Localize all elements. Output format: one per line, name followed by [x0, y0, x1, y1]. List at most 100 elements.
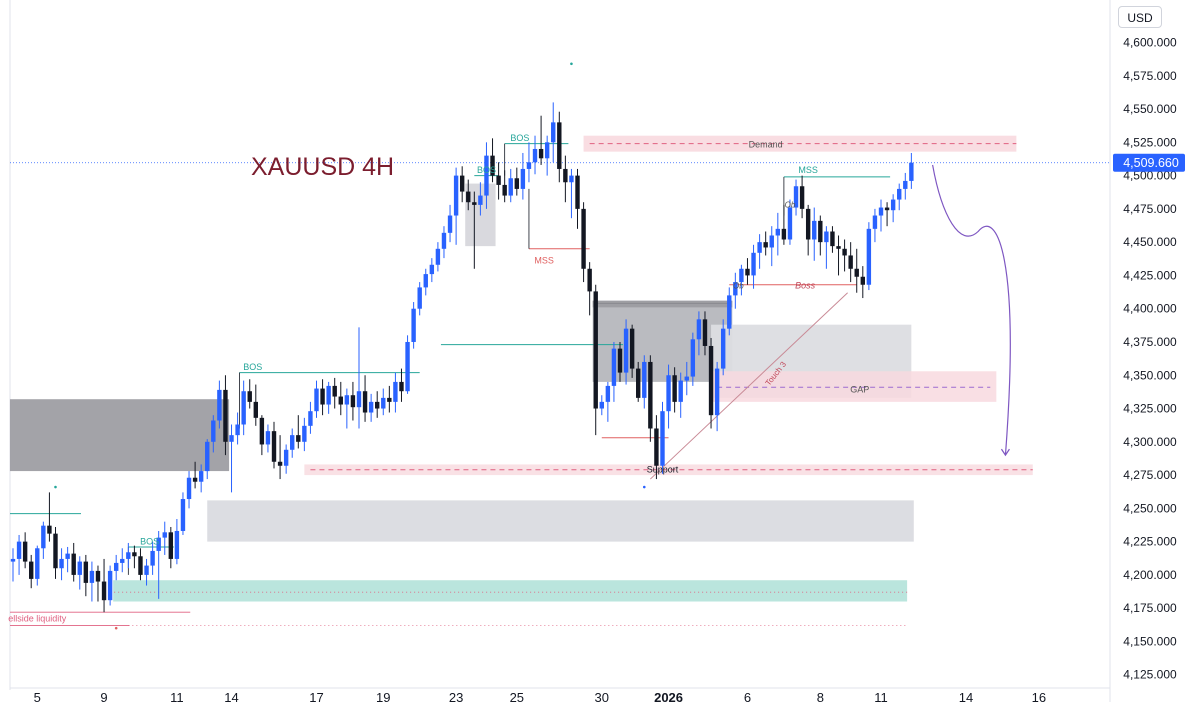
candle-body — [605, 385, 611, 402]
candle-body — [812, 220, 817, 240]
candle-26 — [168, 526, 174, 569]
candle-84 — [520, 152, 526, 200]
candle-128 — [787, 199, 793, 245]
support-zone-pink — [304, 464, 1033, 476]
candle-90 — [557, 111, 562, 183]
candle-body — [478, 195, 483, 205]
candle-15 — [101, 558, 107, 613]
candle-63 — [393, 372, 398, 413]
x-tick-label: 19 — [376, 690, 390, 702]
candle-6 — [47, 492, 52, 542]
candle-body — [405, 341, 410, 392]
candle-139 — [854, 248, 859, 293]
candle-12 — [83, 554, 89, 597]
y-tick-label: 4,225.000 — [1123, 535, 1177, 549]
candle-body — [89, 570, 95, 583]
candle-body — [502, 184, 507, 196]
x-tick-label: 9 — [100, 690, 107, 702]
candle-38 — [241, 380, 246, 436]
annotation-demand: Demand — [749, 140, 783, 150]
candle-120 — [739, 264, 744, 296]
candle-122 — [751, 244, 756, 289]
candle-body — [830, 231, 835, 247]
candle-11 — [77, 556, 82, 590]
candle-95 — [587, 262, 592, 316]
candle-46 — [290, 428, 295, 458]
candle-102 — [629, 324, 635, 378]
candle-29 — [186, 471, 192, 509]
candle-147 — [903, 172, 908, 200]
swing-dot-3 — [642, 485, 646, 489]
candle-96 — [593, 284, 598, 436]
candle-body — [95, 570, 101, 582]
candle-101 — [623, 319, 629, 385]
x-axis[interactable]: 5 9 11 14 17 19 23 25 30 2026 6 8 11 14 16 — [34, 690, 1046, 702]
candle-105 — [648, 355, 653, 442]
candle-body — [672, 375, 677, 402]
candle-100 — [617, 341, 623, 382]
candle-50 — [314, 380, 319, 418]
candle-body — [59, 558, 64, 569]
x-tick-label: 16 — [1032, 690, 1046, 702]
candle-31 — [198, 464, 204, 493]
candle-110 — [678, 372, 683, 418]
candle-body — [496, 175, 501, 185]
candle-body — [538, 148, 544, 159]
candle-body — [381, 397, 386, 409]
candle-body — [532, 148, 538, 163]
candle-body — [308, 411, 313, 426]
candle-2 — [22, 532, 28, 569]
candle-body — [557, 122, 562, 169]
candle-66 — [411, 302, 416, 349]
candle-109 — [672, 367, 677, 413]
candle-body — [514, 178, 520, 189]
candle-76 — [472, 191, 477, 269]
x-tick-label: 17 — [309, 690, 323, 702]
annotation-mss-2: MSS — [798, 165, 818, 175]
currency-button[interactable]: USD — [1118, 6, 1162, 28]
candle-body — [290, 435, 295, 450]
candle-67 — [417, 282, 422, 316]
annotation-ob-1: Ob — [733, 282, 744, 291]
candle-92 — [569, 168, 574, 219]
candle-body — [459, 175, 465, 192]
candle-body — [241, 391, 246, 425]
y-axis[interactable]: 4,600.000 4,575.000 4,550.000 4,525.000 4,50… — [1113, 36, 1185, 682]
candle-7 — [53, 526, 58, 579]
y-tick-label: 4,150.000 — [1123, 634, 1177, 648]
candle-body — [326, 385, 331, 405]
candle-134 — [824, 226, 829, 269]
candle-body — [368, 401, 374, 413]
candle-127 — [781, 204, 787, 245]
candle-body — [441, 232, 447, 249]
candle-148 — [909, 152, 914, 189]
candle-body — [180, 499, 186, 531]
candle-118 — [727, 287, 732, 336]
candle-138 — [848, 242, 853, 283]
candle-body — [35, 548, 40, 579]
last-price-label: 4,509.660 — [1123, 156, 1179, 170]
candle-body — [739, 268, 744, 283]
candle-62 — [387, 385, 392, 413]
candle-body — [544, 142, 550, 159]
candle-body — [799, 186, 805, 209]
candle-body — [144, 565, 149, 575]
candle-64 — [399, 368, 404, 402]
candle-51 — [320, 379, 325, 416]
candle-body — [678, 380, 683, 402]
fvg-zone-lower — [207, 500, 914, 542]
candle-body — [101, 581, 107, 601]
candle-body — [211, 420, 216, 442]
candle-111 — [684, 361, 689, 396]
annotation-bos-1: BOS — [140, 536, 159, 546]
candle-47 — [296, 415, 301, 449]
candle-body — [526, 162, 532, 169]
candle-body — [654, 428, 659, 466]
candle-body — [132, 552, 137, 557]
candle-75 — [466, 179, 471, 211]
x-tick-label: 11 — [874, 690, 888, 702]
candle-77 — [478, 182, 483, 216]
candle-body — [860, 276, 865, 285]
candle-body — [720, 328, 726, 369]
